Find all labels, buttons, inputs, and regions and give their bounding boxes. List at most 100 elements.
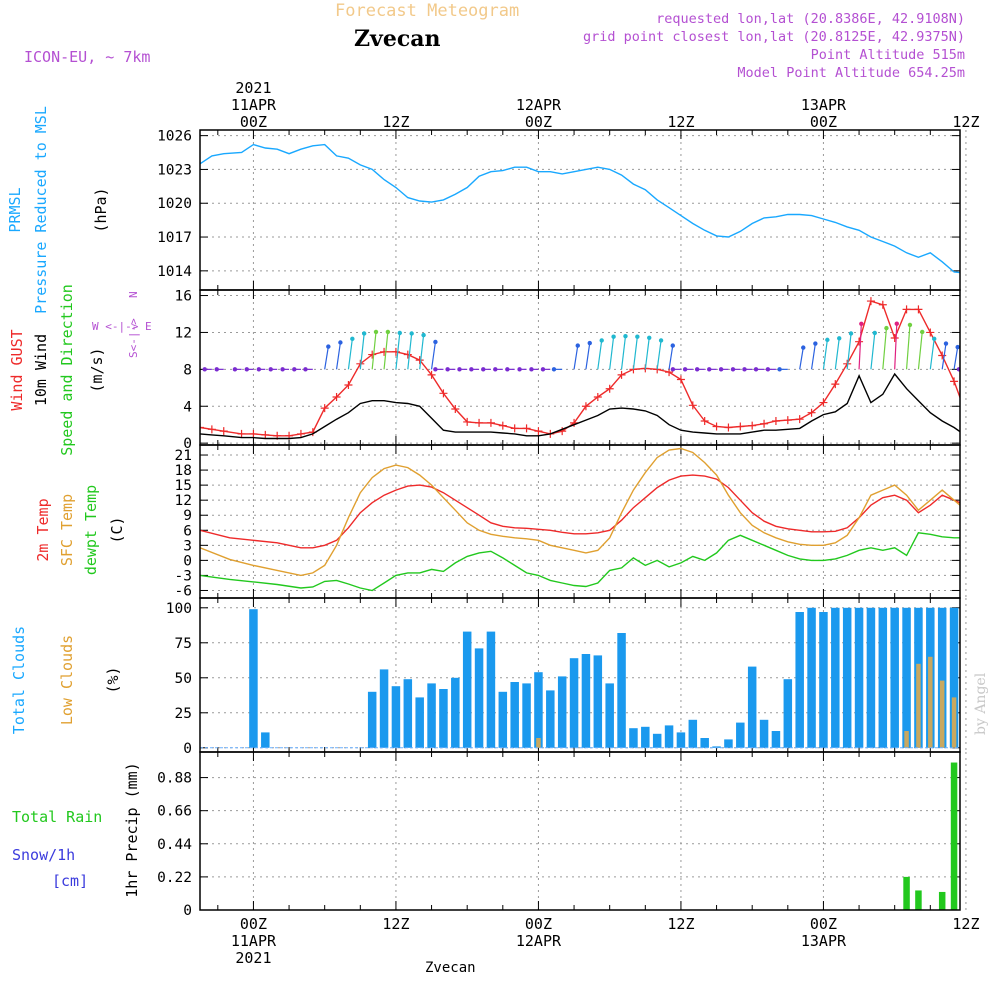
wind-arrow [917, 331, 923, 370]
panel-label: (C) [108, 516, 126, 543]
wind-arrow-head [551, 367, 557, 372]
wind-arrow-head [955, 344, 960, 350]
wind-arrow-head [801, 345, 806, 350]
gust-marker [451, 405, 460, 414]
bar-total-clouds [652, 733, 662, 748]
gust-marker [296, 429, 305, 438]
y-tick-label: 0.66 [157, 804, 192, 820]
series-line-2m-temp [200, 474, 960, 549]
gust-marker [986, 427, 994, 435]
bar-total-rain [915, 890, 922, 910]
panel-pressure: 1014 1017 1020 1023 1026 PRMSL Pressure Reduce… [6, 106, 967, 314]
panel-label: Low Clouds [58, 635, 76, 725]
y-tick-label: 0.88 [157, 771, 192, 787]
gust-marker [676, 375, 685, 384]
bar-total-clouds [949, 607, 959, 748]
wind-arrow-head [575, 343, 580, 348]
wind-arrow-head [292, 367, 297, 372]
wind-arrow-head [765, 367, 771, 372]
gust-marker [200, 423, 204, 432]
wind-arrow-head [647, 335, 652, 340]
wind-arrow-head [373, 329, 379, 335]
data-pressure [200, 143, 960, 274]
wind-arrow-head [848, 331, 854, 336]
bar-total-clouds [937, 607, 947, 748]
gust-marker [463, 417, 472, 426]
panel-label: Pressure Reduced to MSL [32, 106, 50, 314]
wind-arrow [882, 328, 888, 370]
wind-arrow [846, 333, 852, 370]
wind-arrow-head [350, 336, 355, 342]
bottom-axis-label: 00Z [810, 915, 837, 933]
bar-total-clouds [522, 683, 531, 748]
bar-total-clouds [391, 686, 401, 748]
wind-arrow-head [481, 367, 486, 372]
gust-marker [795, 415, 804, 424]
panel-label: Snow/1h [12, 846, 75, 864]
y-tick-label: 0 [183, 741, 192, 757]
wind-arrow-head [232, 367, 238, 372]
gust-marker [475, 418, 484, 427]
bar-total-rain [986, 902, 993, 910]
y-tick-label: 4 [183, 399, 192, 415]
bar-total-clouds [724, 739, 733, 748]
gust-marker [855, 337, 864, 346]
bar-low-clouds [928, 656, 933, 748]
bar-total-clouds [462, 631, 472, 748]
bar-total-clouds [581, 654, 591, 748]
bar-total-clouds [534, 672, 543, 748]
wind-arrow-head [540, 367, 546, 372]
wind-arrow [419, 335, 425, 370]
panel-label: 10m Wind [32, 334, 50, 406]
y-tick-label: 8 [183, 362, 192, 378]
gust-marker [380, 347, 389, 356]
top-axis-label: 12Z [952, 113, 979, 131]
wind-arrow [905, 324, 911, 370]
bar-total-clouds [569, 658, 579, 748]
wind-arrow [894, 323, 898, 370]
wind-arrow-head [670, 367, 676, 372]
wind-arrow-head [303, 367, 308, 372]
series-line-prmsl [200, 143, 960, 274]
wind-arrow-head [409, 331, 414, 336]
gust-marker [498, 421, 507, 430]
bar-total-clouds [807, 607, 816, 748]
wind-arrow [810, 343, 816, 370]
series-line-10m-wind [200, 372, 960, 440]
y-tick-label: 0 [183, 553, 192, 569]
gust-marker [534, 427, 543, 436]
wind-arrow-head [587, 340, 592, 346]
gust-marker [320, 404, 329, 413]
y-tick-label: 75 [175, 636, 192, 652]
wind-arrow-head [777, 367, 782, 372]
panel-label: Wind GUST [8, 329, 26, 410]
bottom-axis-label: 12Z [667, 915, 694, 933]
gust-marker [344, 381, 353, 390]
gust-marker [510, 424, 519, 433]
gust-marker [486, 418, 495, 427]
bar-total-clouds [759, 719, 769, 748]
wind-arrow-head [907, 322, 913, 328]
wind-arrow-head [599, 338, 604, 343]
bar-total-clouds [819, 612, 828, 748]
gust-marker [974, 425, 982, 433]
wind-arrow-head [505, 367, 510, 372]
wind-arrow-head [753, 367, 759, 372]
wind-arrow-head [433, 339, 438, 345]
bar-low-clouds [536, 738, 541, 748]
series-line-sfc-temp [200, 447, 960, 577]
wind-arrow-head [718, 367, 724, 372]
top-axis-label: 00Z [240, 113, 267, 131]
wind-arrow-head [932, 336, 937, 342]
compass-north: N [127, 291, 140, 298]
bottom-axis-label: 00Z [240, 915, 267, 933]
gust-marker [332, 393, 341, 402]
wind-arrow-head [326, 344, 331, 349]
wind-arrow-head [469, 367, 474, 372]
wind-arrow-head [244, 367, 249, 372]
y-tick-label: 15 [175, 478, 192, 494]
wind-arrow-head [268, 367, 273, 372]
wind-arrow [929, 338, 935, 370]
